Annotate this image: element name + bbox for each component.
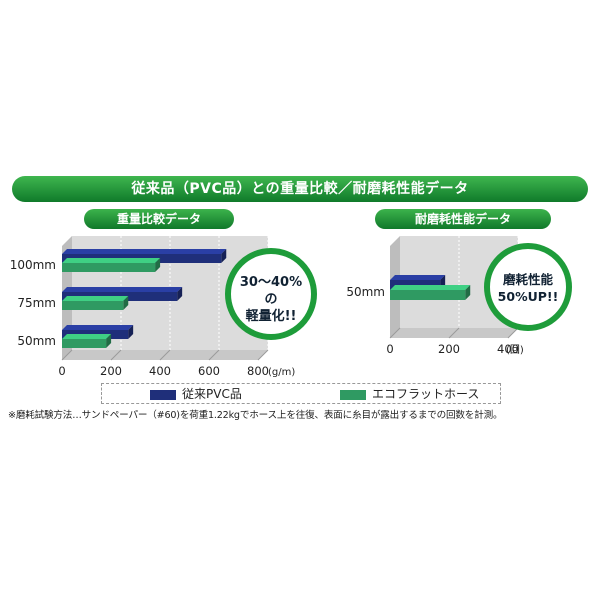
category-label: 50mm	[17, 334, 56, 348]
x-unit-label: (回)	[506, 344, 524, 356]
bar-side-pvc	[128, 325, 134, 339]
bar-top-eco	[62, 296, 129, 301]
bar-side-eco	[123, 296, 129, 310]
floor-tick	[61, 349, 73, 361]
callout-line: の	[264, 292, 278, 307]
legend-swatch-eco	[340, 389, 366, 400]
legend-label-eco: エコフラットホース	[372, 387, 480, 401]
bar-eco	[62, 301, 124, 310]
legend-label-pvc: 従来PVC品	[182, 387, 242, 401]
callout-line: 30～40%	[239, 275, 303, 290]
callout-line: 50%UP!!	[497, 289, 559, 304]
bar-side-eco	[106, 334, 112, 348]
category-label: 75mm	[17, 296, 56, 310]
callout-line: 軽量化!!	[245, 309, 297, 324]
callout-line: 磨耗性能	[502, 272, 553, 287]
x-tick-label: 400	[497, 342, 519, 356]
x-tick-label: 600	[198, 364, 220, 378]
legend-swatch-pvc	[150, 389, 176, 400]
weight-reduction-callout: 30～40% の 軽量化!!	[225, 248, 317, 340]
bar-top-eco	[390, 285, 471, 290]
category-label: 50mm	[346, 285, 385, 299]
bar-top-pvc	[62, 249, 227, 254]
floor-tick	[448, 327, 460, 339]
legend-item-eco: エコフラットホース	[340, 386, 479, 402]
abrasion-callout: 磨耗性能 50%UP!!	[484, 243, 572, 331]
floor-tick	[257, 349, 269, 361]
banner-title: 従来品（PVC品）との重量比較／耐磨耗性能データ	[12, 176, 588, 202]
category-label: 100mm	[10, 258, 56, 272]
floor-tick	[208, 349, 220, 361]
bar-side-eco	[155, 258, 161, 272]
x-tick-label: 0	[58, 364, 65, 378]
x-tick-label: 200	[100, 364, 122, 378]
bar-top-eco	[62, 258, 161, 263]
x-tick-label: 400	[149, 364, 171, 378]
x-tick-label: 800	[247, 364, 269, 378]
bar-top-pvc	[62, 287, 183, 292]
left-chart-title: 重量比較データ	[84, 209, 234, 229]
x-unit-label: (g/m)	[268, 367, 295, 378]
floor-tick	[389, 327, 401, 339]
legend: 従来PVC品 エコフラットホース	[101, 383, 501, 404]
floor-tick	[110, 349, 122, 361]
bar-eco	[62, 339, 107, 348]
bar-side-pvc	[177, 287, 183, 301]
bar-top-eco	[62, 334, 112, 339]
bar-top-pvc	[62, 325, 134, 330]
footnote: ※磨耗試験方法…サンドペーパー（#60)を荷重1.22kgでホース上を往復、表面…	[8, 410, 503, 421]
bar-side-eco	[465, 285, 471, 300]
bar-top-pvc	[390, 275, 446, 280]
bar-eco	[390, 290, 466, 300]
x-tick-label: 0	[386, 342, 393, 356]
x-tick-label: 200	[438, 342, 460, 356]
bar-eco	[62, 263, 156, 272]
floor-tick	[159, 349, 171, 361]
bar-side-pvc	[221, 249, 227, 263]
right-chart-title: 耐磨耗性能データ	[375, 209, 551, 229]
legend-item-pvc: 従来PVC品	[150, 386, 242, 402]
